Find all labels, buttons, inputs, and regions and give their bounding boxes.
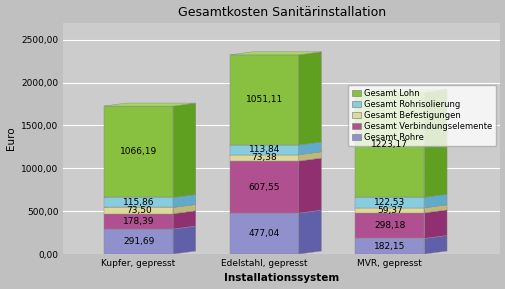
Polygon shape [173,226,195,254]
Polygon shape [355,194,446,197]
Text: 1066,19: 1066,19 [120,147,157,156]
Polygon shape [229,142,321,145]
Bar [355,208,424,213]
Text: 113,84: 113,84 [248,145,279,154]
Polygon shape [104,226,195,229]
Text: 115,86: 115,86 [123,198,154,207]
Polygon shape [173,103,195,197]
Y-axis label: Euro: Euro [6,127,16,150]
Bar [104,214,173,229]
Polygon shape [229,210,321,213]
Polygon shape [104,103,195,106]
Bar [355,213,424,238]
Bar [104,197,173,208]
Bar [355,92,424,197]
Bar [355,197,424,208]
Text: 607,55: 607,55 [248,183,279,192]
Polygon shape [424,89,446,197]
Bar [229,55,298,145]
Bar [104,106,173,197]
Polygon shape [298,52,321,145]
Polygon shape [424,205,446,213]
Polygon shape [104,194,195,197]
Polygon shape [104,211,195,214]
Polygon shape [298,158,321,213]
Bar [229,213,298,254]
Polygon shape [298,142,321,155]
Text: 291,69: 291,69 [123,237,154,246]
Bar [104,208,173,214]
Bar [63,254,499,255]
Text: 73,38: 73,38 [251,153,277,162]
Polygon shape [424,194,446,208]
Polygon shape [104,204,195,208]
Text: 298,18: 298,18 [374,221,405,230]
Polygon shape [355,205,446,208]
Polygon shape [424,236,446,254]
Text: 59,37: 59,37 [376,206,402,215]
Bar [229,161,298,213]
Text: 1051,11: 1051,11 [245,95,282,104]
X-axis label: Installationssystem: Installationssystem [224,273,339,284]
Bar [355,238,424,254]
Polygon shape [298,152,321,161]
Polygon shape [229,158,321,161]
Polygon shape [229,152,321,155]
Polygon shape [298,210,321,254]
Text: 477,04: 477,04 [248,229,279,238]
Polygon shape [355,210,446,213]
Polygon shape [173,204,195,214]
Polygon shape [355,236,446,238]
Polygon shape [173,211,195,229]
Text: 178,39: 178,39 [123,217,154,226]
Bar [104,229,173,254]
Polygon shape [173,194,195,208]
Polygon shape [424,210,446,238]
Title: Gesamtkosten Sanitärinstallation: Gesamtkosten Sanitärinstallation [177,5,385,18]
Bar [229,155,298,161]
Polygon shape [229,52,321,55]
Text: 1223,17: 1223,17 [371,140,408,149]
Legend: Gesamt Lohn, Gesamt Rohrisolierung, Gesamt Befestigungen, Gesamt Verbindungselem: Gesamt Lohn, Gesamt Rohrisolierung, Gesa… [347,85,495,146]
Text: 182,15: 182,15 [374,242,405,251]
Polygon shape [355,89,446,92]
Text: 122,53: 122,53 [374,198,405,207]
Bar [229,145,298,155]
Text: 73,50: 73,50 [125,206,151,215]
